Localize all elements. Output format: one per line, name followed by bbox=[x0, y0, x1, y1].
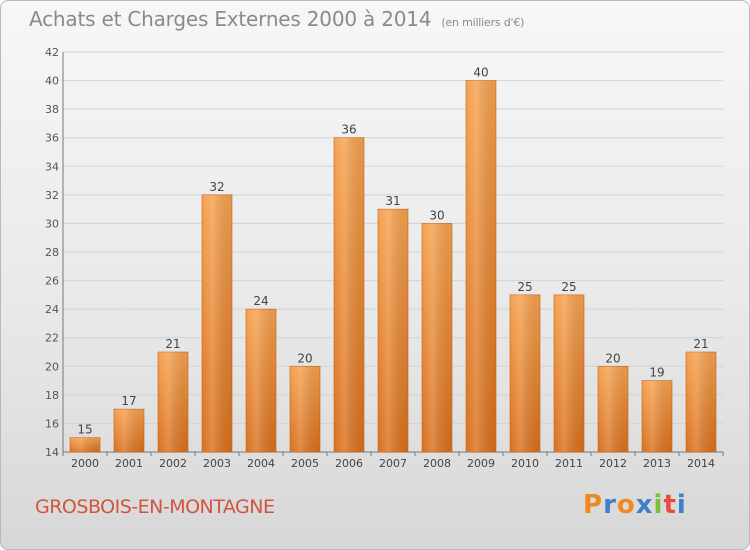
bar-highlight bbox=[158, 352, 188, 452]
x-tick-label: 2010 bbox=[511, 457, 539, 470]
x-tick-label: 2009 bbox=[467, 457, 495, 470]
bar-highlight bbox=[378, 209, 408, 452]
data-label: 32 bbox=[209, 180, 224, 194]
x-tick-label: 2011 bbox=[555, 457, 583, 470]
data-label: 15 bbox=[77, 423, 92, 437]
logo-letter: r bbox=[603, 490, 617, 520]
x-tick-label: 2000 bbox=[71, 457, 99, 470]
bar-highlight bbox=[70, 437, 100, 452]
data-label: 25 bbox=[517, 280, 532, 294]
bar-highlight bbox=[554, 294, 584, 452]
x-tick-label: 2006 bbox=[335, 457, 363, 470]
y-tick-label: 36 bbox=[45, 132, 59, 145]
logo-letter: i bbox=[653, 490, 664, 520]
y-tick-label: 34 bbox=[45, 160, 59, 173]
data-labels: 15 17 21 32 24 20 36 31 30 40 25 25 20 19 21 bbox=[77, 66, 708, 437]
x-tick-label: 2005 bbox=[291, 457, 319, 470]
data-label: 40 bbox=[473, 66, 488, 80]
y-tick-label: 28 bbox=[45, 246, 59, 259]
y-tick-label: 24 bbox=[45, 303, 59, 316]
bar-highlight bbox=[202, 194, 232, 452]
bar-highlight bbox=[114, 409, 144, 452]
y-tick-label: 42 bbox=[45, 46, 59, 59]
y-tick-label: 38 bbox=[45, 103, 59, 116]
data-label: 21 bbox=[165, 337, 180, 351]
data-label: 25 bbox=[561, 280, 576, 294]
data-label: 21 bbox=[693, 337, 708, 351]
bar-highlight bbox=[334, 137, 364, 452]
proxiti-logo: Proxiti bbox=[583, 490, 687, 520]
bars bbox=[69, 80, 717, 453]
town-name: GROSBOIS-EN-MONTAGNE bbox=[35, 496, 275, 518]
data-label: 20 bbox=[297, 351, 312, 365]
y-tick-label: 32 bbox=[45, 189, 59, 202]
chart-title: Achats et Charges Externes 2000 à 2014 bbox=[29, 7, 432, 31]
x-tick-label: 2004 bbox=[247, 457, 275, 470]
bar-highlight bbox=[510, 294, 540, 452]
y-tick-label: 16 bbox=[45, 417, 59, 430]
logo-letter: o bbox=[616, 490, 636, 520]
bar-highlight bbox=[598, 366, 628, 452]
x-tick-label: 2013 bbox=[643, 457, 671, 470]
data-label: 36 bbox=[341, 123, 356, 137]
data-label: 24 bbox=[253, 294, 268, 308]
x-tick-label: 2007 bbox=[379, 457, 407, 470]
bar-highlight bbox=[686, 352, 716, 452]
data-label: 19 bbox=[649, 366, 664, 380]
bar-highlight bbox=[642, 380, 672, 452]
x-tick-label: 2001 bbox=[115, 457, 143, 470]
y-tick-label: 40 bbox=[45, 75, 59, 88]
bar-highlight bbox=[246, 309, 276, 452]
x-tick-label: 2003 bbox=[203, 457, 231, 470]
bar-highlight bbox=[422, 223, 452, 452]
y-tick-label: 18 bbox=[45, 389, 59, 402]
y-tick-label: 26 bbox=[45, 275, 59, 288]
bar-highlight bbox=[466, 80, 496, 453]
y-tick-label: 14 bbox=[45, 446, 59, 459]
x-tick-label: 2012 bbox=[599, 457, 627, 470]
y-tick-label: 22 bbox=[45, 332, 59, 345]
logo-letter: P bbox=[583, 490, 604, 520]
x-tick-label: 2008 bbox=[423, 457, 451, 470]
y-tick-label: 20 bbox=[45, 360, 59, 373]
data-label: 20 bbox=[605, 351, 620, 365]
data-label: 30 bbox=[429, 208, 444, 222]
logo-letter: x bbox=[635, 490, 654, 520]
logo-letter: i bbox=[676, 490, 687, 520]
chart-subtitle: (en milliers d'€) bbox=[441, 16, 525, 29]
data-label: 31 bbox=[385, 194, 400, 208]
y-tick-label: 30 bbox=[45, 217, 59, 230]
data-label: 17 bbox=[121, 394, 136, 408]
chart-title-block: Achats et Charges Externes 2000 à 2014 (e… bbox=[29, 7, 524, 31]
x-tick-label: 2014 bbox=[687, 457, 715, 470]
x-tick-label: 2002 bbox=[159, 457, 187, 470]
bar-highlight bbox=[290, 366, 320, 452]
logo-letter: t bbox=[663, 490, 677, 520]
